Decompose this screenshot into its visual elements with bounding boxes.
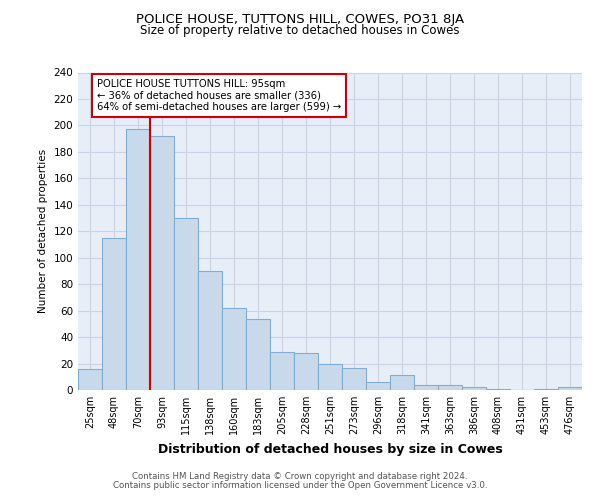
Text: POLICE HOUSE TUTTONS HILL: 95sqm
← 36% of detached houses are smaller (336)
64% : POLICE HOUSE TUTTONS HILL: 95sqm ← 36% o… (97, 79, 341, 112)
Bar (342, 368, 366, 390)
Text: Size of property relative to detached houses in Cowes: Size of property relative to detached ho… (140, 24, 460, 37)
Bar (390, 376, 414, 390)
Text: POLICE HOUSE, TUTTONS HILL, COWES, PO31 8JA: POLICE HOUSE, TUTTONS HILL, COWES, PO31 … (136, 12, 464, 26)
Bar (102, 238, 126, 390)
Bar (534, 388, 558, 390)
Bar (222, 308, 246, 390)
Bar (78, 369, 102, 390)
Bar (462, 388, 486, 390)
Bar (558, 388, 582, 390)
Bar (174, 218, 198, 390)
Bar (414, 384, 438, 390)
Y-axis label: Number of detached properties: Number of detached properties (38, 149, 48, 314)
Bar (438, 384, 462, 390)
Bar (318, 364, 342, 390)
Bar (294, 353, 318, 390)
Bar (198, 271, 222, 390)
Text: Contains HM Land Registry data © Crown copyright and database right 2024.: Contains HM Land Registry data © Crown c… (132, 472, 468, 481)
Bar (270, 352, 294, 390)
Bar (150, 136, 174, 390)
Bar (366, 382, 390, 390)
Bar (486, 388, 510, 390)
Text: Contains public sector information licensed under the Open Government Licence v3: Contains public sector information licen… (113, 481, 487, 490)
X-axis label: Distribution of detached houses by size in Cowes: Distribution of detached houses by size … (158, 442, 502, 456)
Bar (126, 130, 150, 390)
Bar (246, 318, 270, 390)
